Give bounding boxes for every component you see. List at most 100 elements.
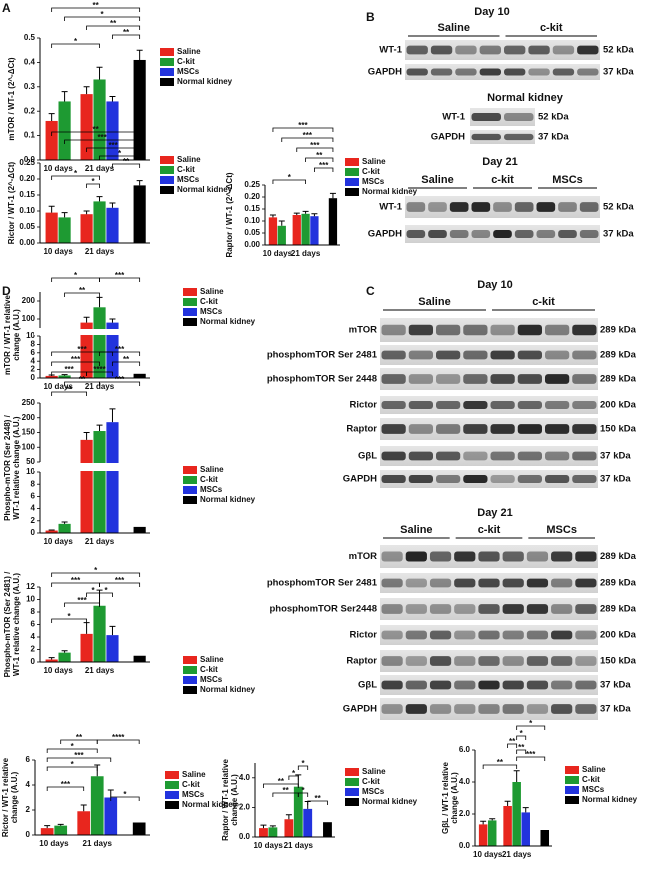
bar: [259, 828, 268, 837]
bar: [77, 811, 91, 835]
blot-band: [408, 475, 433, 483]
y-tick-label: 0.20: [19, 174, 35, 183]
blot-band: [408, 324, 433, 336]
blot-band: [514, 230, 534, 238]
bar: [93, 605, 106, 662]
blot-strip: [380, 446, 598, 466]
blot-band: [463, 475, 488, 483]
significance-bracket: [99, 155, 141, 160]
significance-label: ***: [310, 141, 320, 150]
blot-band: [463, 424, 488, 434]
y-tick-label: 200: [22, 413, 36, 422]
significance-label: *: [91, 586, 95, 595]
bar: [292, 215, 301, 245]
bar: [80, 633, 93, 662]
blot-band: [558, 230, 577, 238]
error-bar: [504, 800, 511, 806]
y-tick-label: 0.0: [459, 841, 471, 850]
bar: [54, 825, 68, 835]
bar: [133, 373, 146, 378]
bar: [503, 806, 512, 846]
blot-band: [381, 401, 406, 409]
legend-label: C-kit: [582, 775, 600, 784]
blot-band: [526, 680, 549, 690]
blot-band: [454, 704, 476, 714]
blot-strip: [470, 108, 535, 126]
blot-band: [429, 704, 452, 714]
error-bar: [136, 180, 143, 186]
legend-label: Normal kidney: [362, 797, 418, 806]
significance-label: *: [71, 760, 75, 769]
y-tick-label: 2.0: [459, 809, 471, 818]
blot-band: [455, 45, 477, 55]
blot-band: [517, 424, 542, 434]
legend-label: MSCs: [362, 177, 385, 186]
legend-swatch: [565, 786, 579, 794]
significance-label: *: [74, 271, 78, 280]
bar: [45, 659, 58, 662]
significance-label: *: [288, 173, 292, 182]
significance-label: *: [104, 586, 108, 595]
y-tick-label: 0: [26, 830, 31, 839]
significance-bracket: [288, 775, 299, 780]
y-tick-label: 10: [26, 467, 35, 476]
blot-band: [449, 202, 469, 212]
blot-strip: [405, 196, 600, 218]
blot-band: [517, 374, 542, 384]
y-tick-label: 0: [31, 657, 36, 666]
group-label: c-kit: [532, 296, 555, 308]
bar: [323, 822, 332, 837]
bar: [478, 824, 488, 846]
error-bar: [96, 66, 103, 80]
significance-bracket: [96, 739, 140, 744]
y-tick-label: 6: [26, 755, 31, 764]
significance-bracket: [516, 725, 546, 730]
significance-bracket: [516, 756, 546, 761]
legend-label: Saline: [362, 767, 386, 776]
significance-label: ***: [64, 365, 74, 374]
error-bar: [96, 296, 103, 308]
error-bar: [48, 205, 55, 213]
blot-band: [575, 578, 597, 588]
legend-label: C-kit: [362, 167, 380, 176]
y-tick-label: 200: [22, 296, 36, 305]
bar: [268, 827, 278, 837]
blot-title: Day 21: [477, 507, 512, 519]
y-tick-label: 100: [22, 442, 36, 451]
legend-label: MSCs: [177, 67, 200, 76]
blot-band: [381, 604, 403, 614]
blot-band: [405, 656, 427, 666]
blot-band: [551, 578, 573, 588]
blot-band: [471, 113, 501, 121]
blot-band: [490, 350, 515, 360]
legend-swatch: [565, 766, 579, 774]
size-label: 37 kDa: [600, 474, 631, 485]
bar: [106, 322, 119, 378]
x-tick-label: 10 days: [43, 382, 73, 391]
error-bar: [293, 212, 300, 215]
blot-band: [406, 45, 428, 55]
y-tick-label: 0.00: [19, 238, 35, 247]
blot-band: [381, 656, 403, 666]
size-label: 289 kDa: [600, 578, 637, 589]
blot-band: [405, 604, 427, 614]
y-tick-label: 0.25: [244, 180, 260, 189]
x-tick-label: 21 days: [291, 249, 321, 258]
legend-label: MSCs: [177, 175, 200, 184]
x-tick-label: 10 days: [43, 666, 73, 675]
y-tick-label: 12: [26, 582, 35, 591]
blot-band: [381, 704, 403, 714]
y-tick-label: 0.15: [244, 204, 260, 213]
error-bar: [311, 213, 318, 217]
blot-band: [575, 656, 597, 666]
error-bar: [57, 823, 64, 826]
y-tick-label: 0.1: [24, 131, 36, 140]
legend-swatch: [160, 166, 174, 174]
blot-band: [381, 424, 406, 434]
blot-title: Day 21: [482, 156, 517, 168]
blot-band: [428, 230, 447, 238]
group-label: MSCs: [552, 174, 583, 186]
bar: [45, 120, 58, 160]
blot-band: [575, 551, 597, 562]
blot-band: [577, 68, 599, 76]
